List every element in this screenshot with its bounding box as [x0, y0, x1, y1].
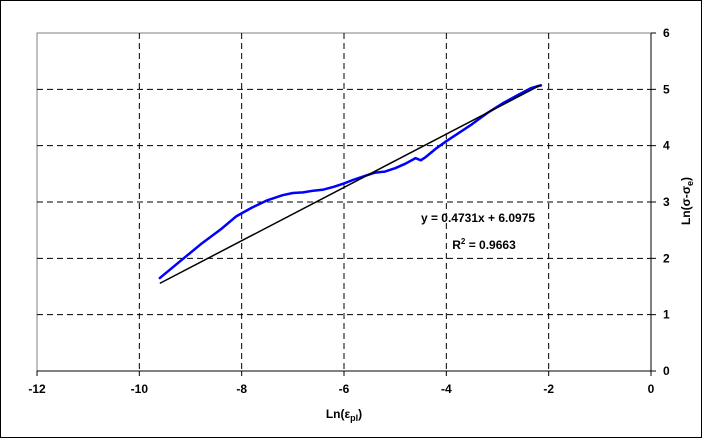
y-tick-label: 0 [663, 364, 670, 378]
y-tick-label: 3 [663, 195, 670, 209]
y-tick-label: 6 [663, 26, 670, 40]
y-tick-label: 4 [663, 139, 670, 153]
trendline [159, 84, 542, 285]
gridlines [37, 33, 651, 371]
x-tick-label: -10 [131, 382, 149, 396]
trendline-equation: y = 0.4731x + 6.0975 [421, 211, 535, 225]
y-tick-label: 1 [663, 308, 670, 322]
x-tick-label: 0 [648, 382, 655, 396]
r-squared-label: R2 = 0.9663 [452, 237, 516, 252]
y-axis-label: Ln(σ-σe) [679, 177, 695, 225]
x-axis-label: Ln(εpl) [326, 407, 362, 423]
data-series-line [158, 84, 543, 280]
y-tick-label: 5 [663, 82, 670, 96]
x-tick-label: -6 [339, 382, 350, 396]
x-tick-label: -8 [236, 382, 247, 396]
series-layer [158, 84, 543, 285]
y-tick-label: 2 [663, 251, 670, 265]
x-tick-label: -2 [543, 382, 554, 396]
tick-labels: -12 -10 -8 -6 -4 -2 00 1 2 3 4 5 6 [28, 26, 670, 396]
x-tick-label: -4 [441, 382, 452, 396]
x-tick-label: -12 [28, 382, 46, 396]
